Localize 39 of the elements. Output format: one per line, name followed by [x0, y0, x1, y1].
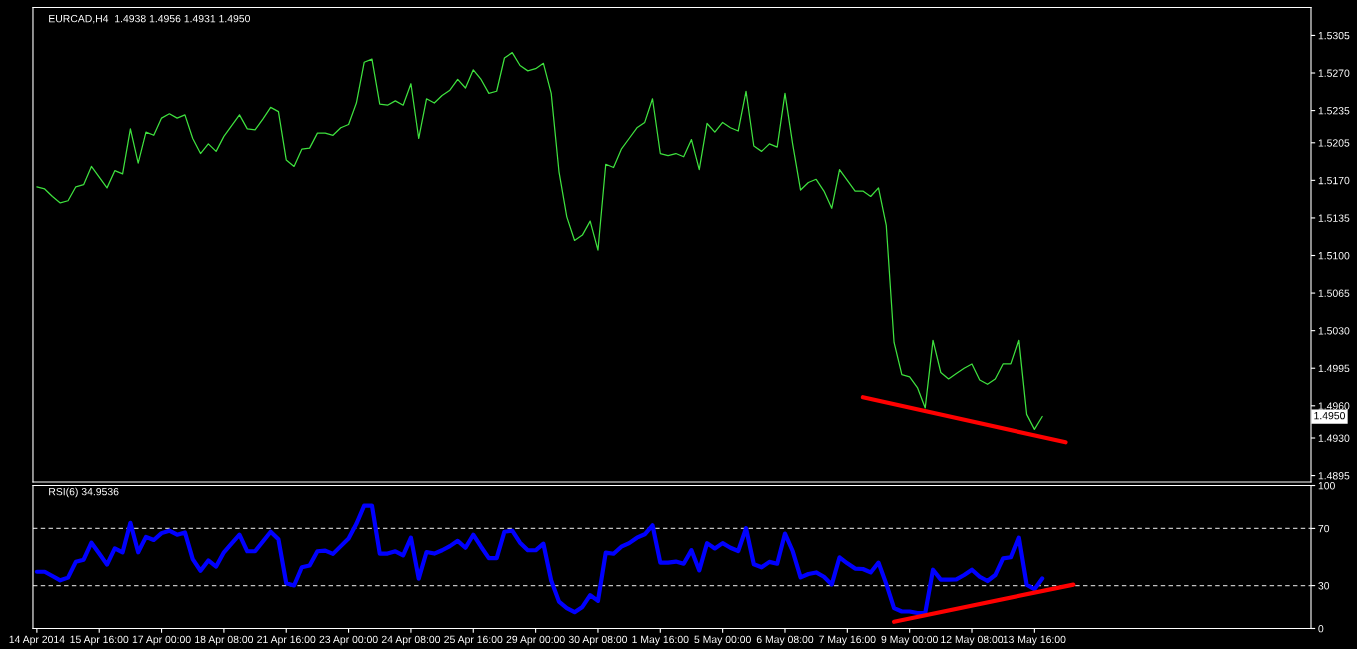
- y-tick-label: 1.4895: [1318, 472, 1350, 480]
- y-tick-label: 1.5100: [1318, 252, 1350, 260]
- x-tick-label: 30 Apr 08:00: [568, 635, 628, 646]
- text: EURCAD,H4 1.4938 1.4956 1.4931 1.4950: [49, 14, 251, 24]
- x-tick-label: 13 May 16:00: [1003, 635, 1066, 646]
- y-tick-label: 1.4930: [1318, 434, 1350, 442]
- y-tick-label: 1.5030: [1318, 327, 1350, 335]
- x-tick-label: 12 May 08:00: [941, 635, 1004, 646]
- y-tick-label: 30: [1318, 582, 1330, 590]
- x-tick-label: 29 Apr 00:00: [506, 635, 565, 646]
- y-tick-label: 1.5170: [1318, 176, 1350, 185]
- text: 1.4950: [1314, 411, 1346, 420]
- x-tick-label: 5 May 00:00: [694, 635, 751, 646]
- y-tick-label: 1.5205: [1318, 139, 1350, 147]
- x-tick-label: 15 Apr 16:00: [70, 635, 129, 646]
- y-tick-label: 1.5135: [1318, 214, 1350, 222]
- chart-title: RSI(6) 34.9536: [49, 487, 119, 498]
- line-series: [34, 503, 1045, 616]
- y-tick-label: 1.5235: [1318, 107, 1350, 115]
- x-tick-label: 18 Apr 08:00: [195, 635, 254, 646]
- y-tick-label: 1.4995: [1318, 364, 1350, 373]
- x-tick-label: 14 Apr 2014: [9, 635, 65, 646]
- x-tick-label: 25 Apr 16:00: [444, 635, 503, 646]
- x-tick-label: 17 Apr 00:00: [132, 635, 191, 646]
- y-tick-label: 100: [1318, 482, 1335, 490]
- x-tick-label: 23 Apr 00:00: [319, 635, 378, 646]
- x-tick-label: 21 Apr 16:00: [257, 635, 316, 646]
- y-tick-label: 1.4960: [1318, 402, 1350, 410]
- x-tick-label: 9 May 00:00: [881, 635, 938, 646]
- y-tick-label: 1.5065: [1318, 289, 1350, 297]
- y-tick-label: 1.5270: [1318, 69, 1350, 77]
- x-tick-label: 6 May 08:00: [756, 635, 814, 646]
- y-tick-label: 0: [1318, 624, 1324, 633]
- x-tick-label: 1 May 16:00: [632, 635, 689, 646]
- y-tick-label: 70: [1318, 524, 1330, 533]
- line-series: [36, 51, 1043, 431]
- x-tick-label: 7 May 16:00: [819, 635, 876, 646]
- x-tick-label: 24 Apr 08:00: [381, 635, 441, 646]
- y-tick-label: 1.5305: [1318, 31, 1350, 40]
